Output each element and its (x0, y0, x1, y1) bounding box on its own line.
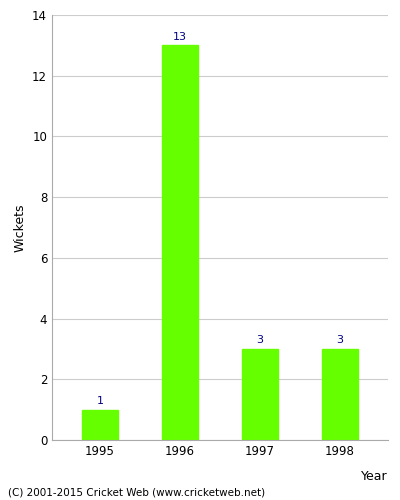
Text: Year: Year (361, 470, 388, 483)
Bar (82, 410, 118, 440)
Bar (162, 46, 198, 440)
Text: 3: 3 (256, 336, 264, 345)
Text: 13: 13 (173, 32, 187, 42)
Y-axis label: Wickets: Wickets (14, 203, 26, 252)
Bar (322, 349, 358, 440)
Text: 1: 1 (96, 396, 104, 406)
Text: 3: 3 (336, 336, 344, 345)
Bar (242, 349, 278, 440)
Text: (C) 2001-2015 Cricket Web (www.cricketweb.net): (C) 2001-2015 Cricket Web (www.cricketwe… (8, 488, 265, 498)
